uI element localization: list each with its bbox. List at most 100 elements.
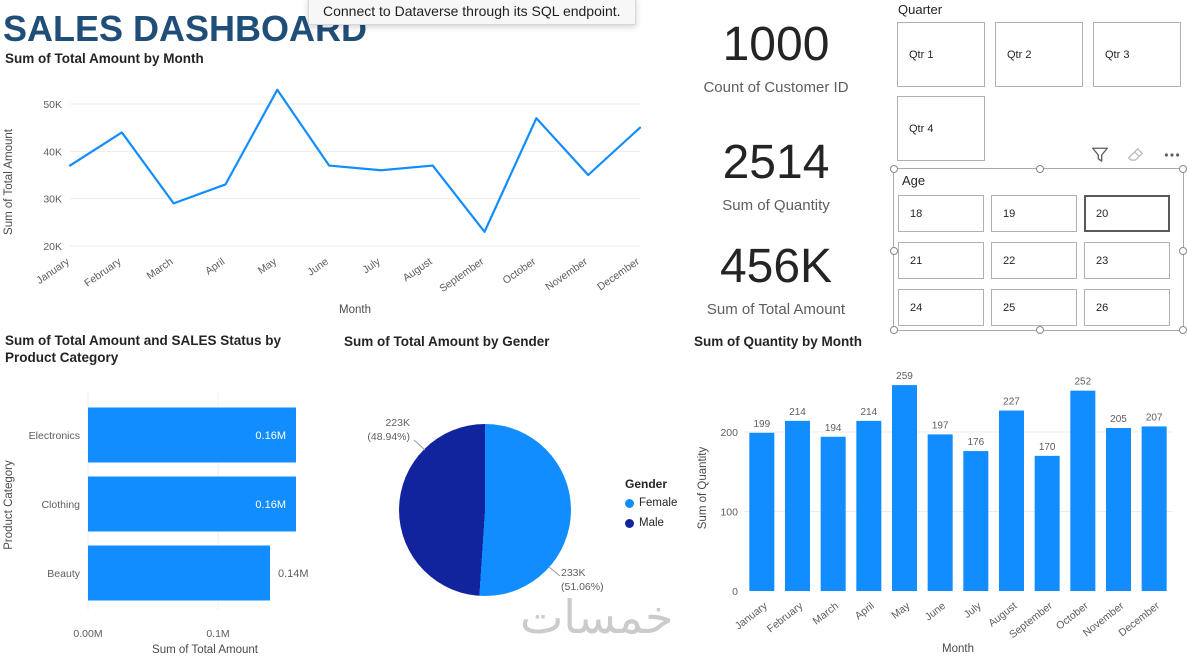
kpi-label: Count of Customer ID [703, 79, 849, 97]
svg-text:May: May [889, 599, 913, 621]
svg-text:259: 259 [896, 371, 913, 382]
svg-text:August: August [401, 256, 435, 285]
kpi-label: Sum of Total Amount [706, 301, 846, 319]
selection-handle[interactable] [890, 246, 898, 255]
svg-text:Beauty: Beauty [47, 568, 80, 580]
svg-text:0: 0 [732, 586, 738, 598]
age-slicer: Age 18 19 20 21 22 23 24 25 26 [890, 165, 1187, 334]
selection-handle[interactable] [1179, 246, 1187, 255]
svg-text:214: 214 [860, 407, 877, 418]
slicer-option-19[interactable]: 19 [991, 195, 1077, 232]
svg-text:December: December [595, 255, 642, 293]
legend-item-female[interactable]: Female [625, 497, 677, 509]
svg-text:June: June [923, 600, 948, 624]
slicer-option-26[interactable]: 26 [1084, 289, 1170, 326]
legend-label: Male [639, 517, 664, 529]
legend-item-male[interactable]: Male [625, 517, 677, 529]
pie-chart-title: Sum of Total Amount by Gender [344, 334, 550, 349]
svg-text:January: January [34, 255, 72, 287]
svg-text:100: 100 [720, 507, 738, 519]
kpi-value: 456K [719, 240, 833, 293]
slicer-option-20[interactable]: 20 [1084, 195, 1170, 232]
svg-text:50K: 50K [43, 99, 62, 111]
selection-handle[interactable] [890, 326, 898, 334]
total-amount-by-month-line-chart: 20K 30K 40K 50K January February March April May… [3, 88, 642, 316]
slicer-option-qtr-1[interactable]: Qtr 1 [897, 22, 985, 87]
svg-text:199: 199 [753, 419, 770, 430]
svg-text:0.14M: 0.14M [278, 568, 309, 580]
svg-text:February: February [82, 255, 124, 289]
svg-text:July: July [962, 599, 985, 620]
female-legend-dot [625, 498, 634, 508]
svg-text:Month: Month [339, 304, 371, 316]
svg-text:Electronics: Electronics [29, 430, 80, 442]
callout-value: 233K [561, 567, 586, 579]
svg-text:Sum of Quantity: Sum of Quantity [697, 447, 709, 530]
svg-text:0.16M: 0.16M [255, 430, 286, 442]
svg-text:214: 214 [789, 407, 806, 418]
slicer-option-21[interactable]: 21 [898, 242, 984, 279]
svg-text:205: 205 [1110, 414, 1127, 425]
age-slicer-title: Age [902, 173, 926, 188]
svg-text:September: September [437, 255, 486, 295]
svg-text:Clothing: Clothing [41, 499, 80, 511]
watermark: خمسات [520, 590, 674, 644]
filter-icon[interactable] [1088, 143, 1112, 167]
slicer-option-24[interactable]: 24 [898, 289, 984, 326]
legend-label: Female [639, 497, 678, 509]
quarter-slicer-title: Quarter [898, 2, 943, 17]
svg-text:February: February [765, 599, 806, 635]
page-title: SALES DASHBOARD [3, 8, 368, 49]
svg-text:252: 252 [1074, 377, 1091, 388]
svg-text:Sum of Total Amount: Sum of Total Amount [3, 128, 15, 235]
kpi-sum-total-amount: 456K Sum of Total Amount [688, 240, 864, 319]
svg-text:194: 194 [825, 423, 842, 434]
svg-text:200: 200 [720, 427, 738, 439]
barh-chart-title: Sum of Total Amount and SALES Status by … [5, 333, 282, 365]
bar-chart-title: Sum of Quantity by Month [694, 334, 862, 349]
legend-title: Gender [625, 477, 668, 491]
eraser-icon[interactable] [1124, 143, 1148, 167]
selection-handle[interactable] [1179, 326, 1187, 334]
svg-text:June: June [305, 256, 331, 279]
kpi-count-customer-id: 1000 Count of Customer ID [688, 19, 864, 97]
svg-text:April: April [853, 600, 877, 622]
svg-text:30K: 30K [43, 194, 62, 206]
slicer-option-qtr-3[interactable]: Qtr 3 [1093, 22, 1181, 87]
svg-text:Sum of Total Amount: Sum of Total Amount [152, 644, 259, 656]
total-amount-by-category-bar-chart: 0.00M 0.1M Electronics 0.16M Clothing 0.16M Be… [3, 393, 309, 656]
kpi-label: Sum of Quantity [722, 197, 830, 215]
svg-text:October: October [501, 255, 539, 287]
male-legend-dot [625, 518, 634, 528]
visual-toolbar [1088, 143, 1184, 167]
svg-text:197: 197 [932, 420, 949, 431]
svg-text:40K: 40K [43, 146, 62, 158]
svg-text:0.16M: 0.16M [255, 499, 286, 511]
quantity-by-month-bar-chart: 0 100 200 199 January 214 February 194 March 214 A… [697, 371, 1172, 655]
dataverse-tooltip: Connect to Dataverse through its SQL end… [308, 0, 636, 25]
svg-text:May: May [256, 255, 280, 277]
callout-percent: (51.06%) [561, 580, 604, 593]
svg-text:170: 170 [1039, 442, 1056, 453]
quarter-slicer-options: Qtr 1 Qtr 2 Qtr 3 Qtr 4 [897, 22, 1187, 161]
slicer-option-qtr-4[interactable]: Qtr 4 [897, 96, 985, 161]
svg-text:March: March [145, 256, 176, 283]
svg-text:Month: Month [942, 643, 974, 655]
slicer-option-25[interactable]: 25 [991, 289, 1077, 326]
selection-handle[interactable] [1035, 326, 1044, 334]
kpi-value: 2514 [722, 136, 830, 189]
slicer-option-18[interactable]: 18 [898, 195, 984, 232]
selection-handle[interactable] [1035, 165, 1044, 173]
svg-text:207: 207 [1146, 412, 1163, 423]
line-chart-title: Sum of Total Amount by Month [5, 51, 204, 66]
svg-text:176: 176 [967, 437, 984, 448]
more-options-icon[interactable] [1160, 143, 1184, 167]
svg-text:April: April [203, 256, 227, 278]
pie-legend: Gender Female Male [625, 477, 677, 537]
selection-handle[interactable] [890, 165, 898, 173]
callout-percent: (48.94%) [367, 430, 410, 443]
svg-text:20K: 20K [43, 241, 62, 253]
slicer-option-qtr-2[interactable]: Qtr 2 [995, 22, 1083, 87]
slicer-option-23[interactable]: 23 [1084, 242, 1170, 279]
slicer-option-22[interactable]: 22 [991, 242, 1077, 279]
